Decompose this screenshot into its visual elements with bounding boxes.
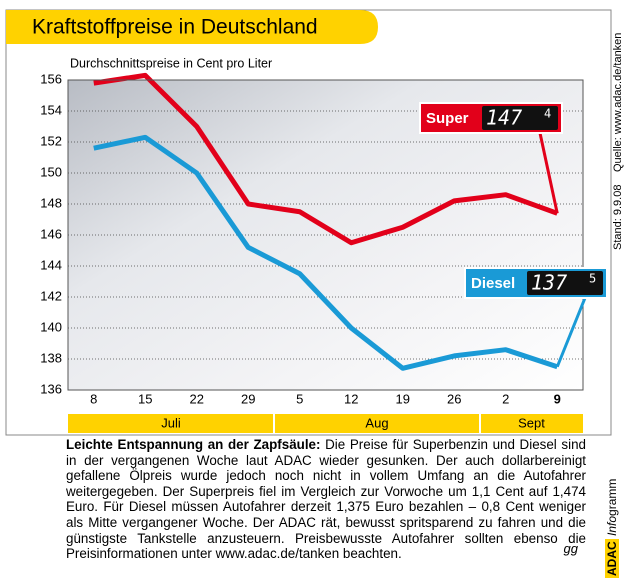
title-bar: [6, 10, 378, 44]
y-tick-label: 156: [40, 71, 62, 86]
month-label: Aug: [365, 415, 388, 430]
y-tick-label: 140: [40, 319, 62, 334]
description-lead: Leichte Entspannung an der Zapfsäule:: [66, 437, 321, 452]
source: Quelle: www.adac.de/tanken: [612, 32, 624, 172]
x-tick-label: 8: [90, 391, 97, 406]
y-tick-label: 152: [40, 133, 62, 148]
x-tick-label: 19: [396, 391, 410, 406]
legend-label: Diesel: [471, 275, 515, 292]
x-tick-label: 12: [344, 391, 358, 406]
price-display-value: 137: [531, 271, 567, 295]
price-display: [482, 106, 558, 130]
author: gg: [563, 541, 578, 556]
brand-adac: ADAC: [605, 539, 619, 578]
x-tick-label: 15: [138, 391, 152, 406]
x-tick-label: 29: [241, 391, 255, 406]
x-tick-label: 26: [447, 391, 461, 406]
y-tick-label: 148: [40, 195, 62, 210]
series-line: [93, 134, 559, 371]
y-tick-label: 138: [40, 350, 62, 365]
series-line: [93, 72, 559, 246]
y-tick-label: 136: [40, 381, 62, 396]
brand-info: Info: [605, 515, 619, 536]
x-tick-label: 5: [296, 391, 303, 406]
legend-label: Super: [426, 110, 469, 127]
brand: ADAC Infogramm: [605, 479, 619, 578]
month-label: Juli: [161, 415, 181, 430]
plot-border: [67, 79, 584, 391]
price-display: [527, 271, 603, 295]
x-tick-label: 22: [190, 391, 204, 406]
description-body: Die Preise für Superbenzin und Diesel si…: [66, 437, 586, 562]
month-label: Sept: [518, 415, 545, 430]
month-band: [68, 414, 583, 433]
y-tick-label: 142: [40, 288, 62, 303]
y-tick-label: 154: [40, 102, 62, 117]
date: Stand: 9.9.08: [612, 184, 624, 250]
callout-pointer: [555, 297, 587, 368]
y-tick-label: 150: [40, 164, 62, 179]
axis-subtitle: Durchschnittspreise in Cent pro Liter: [70, 56, 272, 70]
brand-gramm: gramm: [605, 478, 619, 516]
price-display-fraction: 5: [589, 272, 596, 286]
y-tick-label: 144: [40, 257, 62, 272]
chart-title: Kraftstoffpreise in Deutschland: [32, 16, 318, 39]
price-display-value: 147: [486, 106, 522, 130]
x-tick-label: 9: [554, 391, 561, 406]
callout-pointer: [538, 132, 559, 214]
x-tick-label: 2: [502, 391, 509, 406]
price-display-fraction: 4: [544, 107, 551, 121]
description: Leichte Entspannung an der Zapfsäule: Di…: [66, 437, 586, 562]
y-tick-label: 146: [40, 226, 62, 241]
